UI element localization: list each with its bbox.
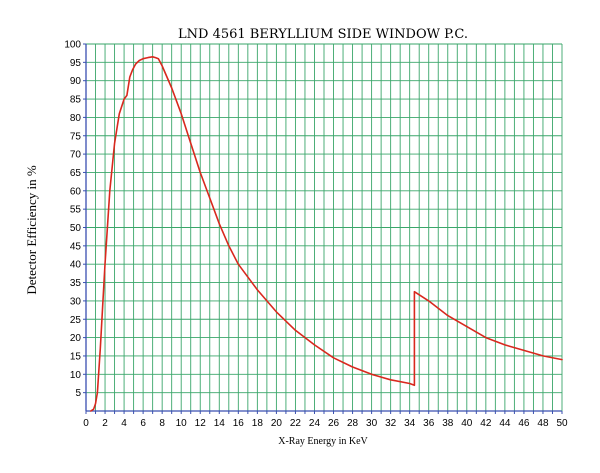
y-tick-label: 25 — [70, 315, 82, 326]
x-tick-label: 12 — [195, 418, 207, 429]
x-tick-labels: 0 2 4 6 8 10 12 14 16 18 20 22 24 26 28 30 32 34 36 38 40 42 4… — [83, 418, 568, 429]
grid — [86, 43, 562, 411]
x-tick-label: 0 — [83, 418, 89, 429]
y-tick-label: 90 — [70, 76, 82, 87]
x-tick-label: 48 — [537, 418, 549, 429]
y-tick-label: 55 — [70, 205, 82, 216]
y-tick-label: 75 — [70, 131, 82, 142]
y-tick-label: 80 — [70, 113, 82, 124]
x-tick-label: 10 — [176, 418, 188, 429]
y-tick-label: 5 — [75, 388, 81, 399]
x-tick-label: 22 — [290, 418, 302, 429]
y-tick-label: 50 — [70, 223, 82, 234]
y-axis-label: Detector Efficiency in % — [24, 165, 39, 295]
x-tick-label: 24 — [309, 418, 321, 429]
series-layer — [90, 55, 563, 412]
x-tick-label: 4 — [121, 418, 127, 429]
x-tick-label: 46 — [518, 418, 530, 429]
y-tick-label: 15 — [70, 351, 82, 362]
y-tick-label: 20 — [70, 333, 82, 344]
x-tick-label: 30 — [366, 418, 378, 429]
efficiency-curve — [90, 55, 563, 412]
y-tick-label: 60 — [70, 186, 82, 197]
y-tick-label: 85 — [70, 95, 82, 106]
y-tick-label: 40 — [70, 260, 82, 271]
x-tick-label: 28 — [347, 418, 359, 429]
x-tick-label: 6 — [140, 418, 146, 429]
x-tick-label: 2 — [102, 418, 108, 429]
y-tick-labels: 5 10 15 20 25 30 35 40 45 50 55 60 65 70 75 80 85 90 95 100 — [64, 40, 81, 400]
x-tick-label: 42 — [480, 418, 492, 429]
x-tick-label: 8 — [159, 418, 165, 429]
y-tick-label: 95 — [70, 58, 82, 69]
x-tick-label: 50 — [556, 418, 568, 429]
y-tick-label: 70 — [70, 150, 82, 161]
x-tick-label: 14 — [214, 418, 226, 429]
x-tick-label: 32 — [385, 418, 397, 429]
x-tick-label: 20 — [271, 418, 283, 429]
x-tick-label: 44 — [499, 418, 511, 429]
chart-title: LND 4561 BERYLLIUM SIDE WINDOW P.C. — [178, 27, 468, 42]
x-tick-label: 40 — [461, 418, 473, 429]
y-tick-label: 30 — [70, 296, 82, 307]
axes — [83, 43, 563, 414]
x-axis-label: X-Ray Energy in KeV — [278, 436, 368, 447]
x-tick-label: 26 — [328, 418, 340, 429]
x-tick-label: 34 — [404, 418, 416, 429]
x-tick-label: 18 — [252, 418, 264, 429]
y-tick-label: 45 — [70, 241, 82, 252]
x-tick-label: 38 — [442, 418, 454, 429]
y-tick-label: 35 — [70, 278, 82, 289]
y-tick-label: 100 — [64, 40, 81, 51]
y-tick-label: 10 — [70, 370, 82, 381]
x-tick-label: 36 — [423, 418, 435, 429]
y-tick-label: 65 — [70, 168, 82, 179]
x-tick-label: 16 — [233, 418, 245, 429]
